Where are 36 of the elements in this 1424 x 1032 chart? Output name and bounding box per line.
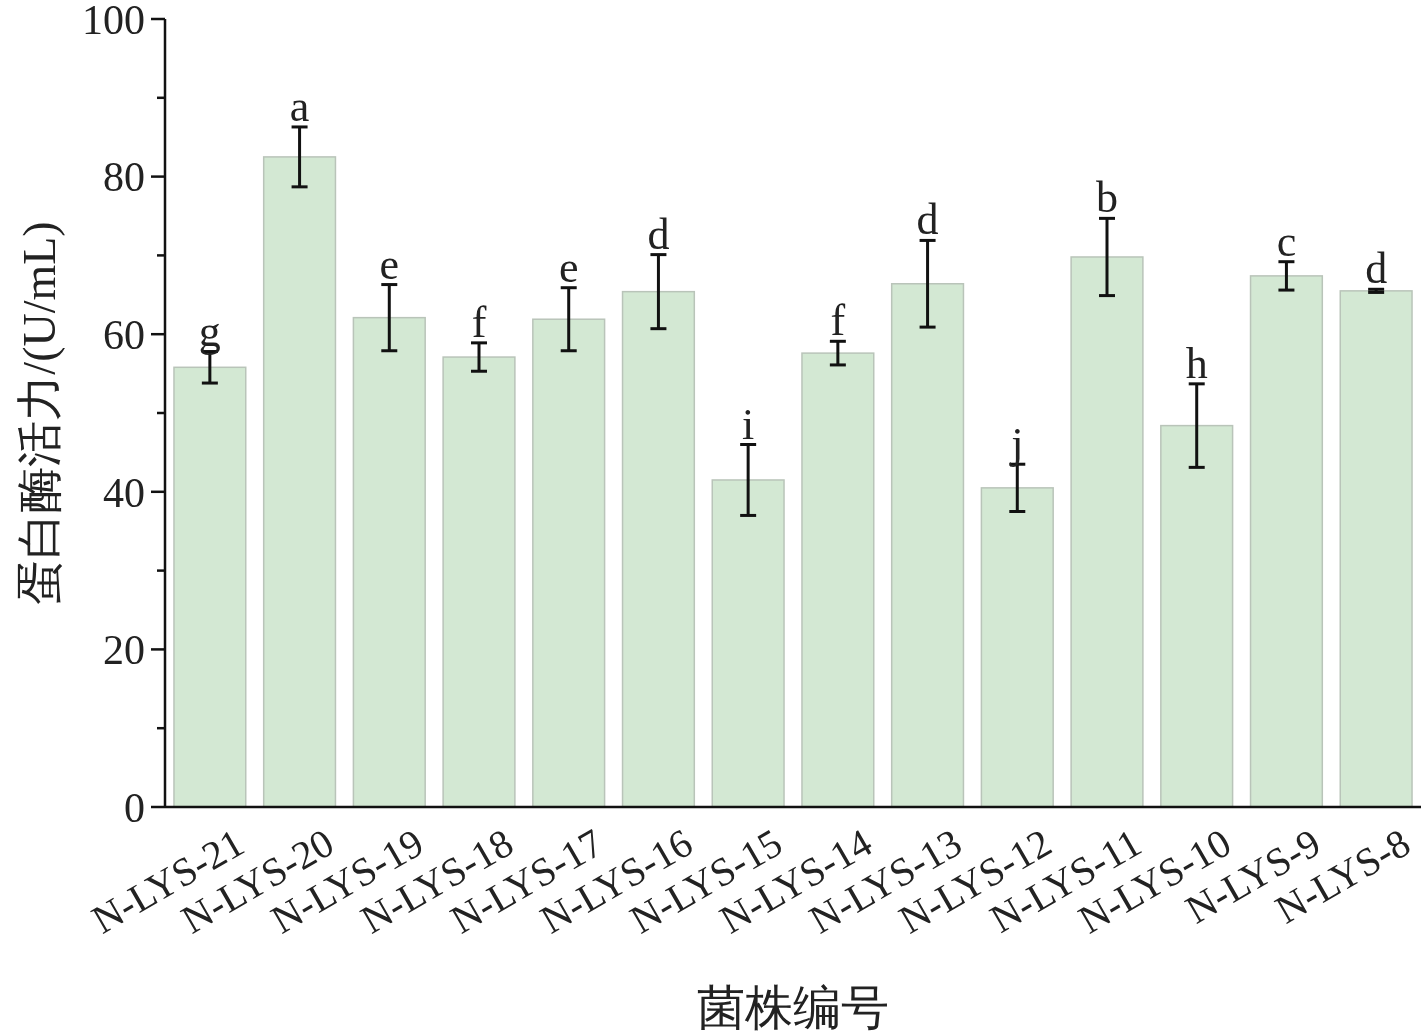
annotation: d bbox=[1365, 244, 1388, 294]
bar bbox=[801, 352, 875, 808]
annotation: f bbox=[830, 296, 846, 346]
annotation: j bbox=[1009, 419, 1024, 469]
y-tick-label: 40 bbox=[103, 469, 145, 516]
bar bbox=[1160, 424, 1234, 808]
annotation: g bbox=[198, 306, 221, 356]
bar bbox=[352, 316, 426, 808]
bar bbox=[1339, 290, 1413, 808]
annotation: c bbox=[1276, 216, 1297, 266]
y-tick-label: 0 bbox=[124, 784, 145, 831]
annotation: d bbox=[916, 195, 939, 245]
annotation: e bbox=[558, 242, 579, 292]
bar bbox=[711, 479, 785, 808]
bar bbox=[980, 487, 1054, 808]
bar bbox=[1070, 256, 1144, 808]
y-axis-title: 蛋白酶活力/(U/mL) bbox=[14, 221, 65, 605]
bar bbox=[442, 356, 516, 808]
annotation: i bbox=[742, 399, 755, 449]
annotation: e bbox=[379, 239, 400, 289]
bar bbox=[173, 366, 247, 808]
y-tick-label: 80 bbox=[103, 154, 145, 201]
annotation: f bbox=[471, 297, 487, 347]
y-tick-label: 60 bbox=[103, 311, 145, 358]
annotation: b bbox=[1096, 173, 1118, 223]
x-axis-title: 菌株编号 bbox=[697, 981, 889, 1032]
annotation: a bbox=[289, 81, 310, 131]
bar bbox=[890, 283, 965, 808]
bar bbox=[621, 290, 696, 808]
annotation: h bbox=[1185, 338, 1208, 388]
y-tick-label: 100 bbox=[82, 0, 145, 43]
y-tick-label: 20 bbox=[103, 627, 145, 674]
bar bbox=[1249, 275, 1324, 808]
bar bbox=[262, 156, 337, 808]
bar bbox=[532, 318, 606, 808]
annotation: d bbox=[647, 209, 670, 259]
